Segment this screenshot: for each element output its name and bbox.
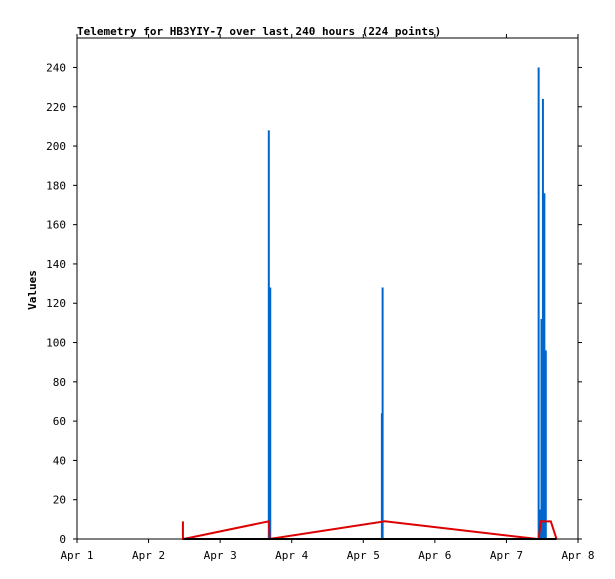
x-tick-label: Apr 1 — [60, 549, 93, 562]
y-tick-label: 160 — [46, 219, 66, 232]
x-tick-label: Apr 6 — [418, 549, 451, 562]
y-tick-label: 180 — [46, 179, 66, 192]
y-tick-label: 200 — [46, 140, 66, 153]
y-tick-label: 240 — [46, 61, 66, 74]
plot-series — [181, 67, 558, 541]
x-tick-label: Apr 2 — [132, 549, 165, 562]
y-tick-label: 60 — [53, 415, 66, 428]
y-axis: 0 20 40 60 80 100 120 140 160 180 200 220 240 — [46, 61, 582, 546]
plot-frame — [76, 37, 579, 540]
chart-title: Telemetry for HB3YIY-7 over last 240 hou… — [77, 25, 441, 38]
x-axis: Apr 1 Apr 2 Apr 3 Apr 4 Apr 5 Apr 6 Apr 7 Apr 8 — [60, 34, 595, 562]
y-tick-label: 40 — [53, 454, 66, 467]
y-tick-label: 140 — [46, 258, 66, 271]
x-tick-label: Apr 5 — [347, 549, 380, 562]
y-axis-label: Values — [26, 270, 39, 310]
y-tick-label: 120 — [46, 297, 66, 310]
y-tick-label: 80 — [53, 376, 66, 389]
x-tick-label: Apr 7 — [490, 549, 523, 562]
x-tick-label: Apr 3 — [204, 549, 237, 562]
x-tick-label: Apr 8 — [561, 549, 594, 562]
x-tick-label: Apr 4 — [275, 549, 308, 562]
y-tick-label: 100 — [46, 337, 66, 350]
y-tick-label: 0 — [59, 533, 66, 546]
y-tick-label: 220 — [46, 101, 66, 114]
y-tick-label: 20 — [53, 494, 66, 507]
